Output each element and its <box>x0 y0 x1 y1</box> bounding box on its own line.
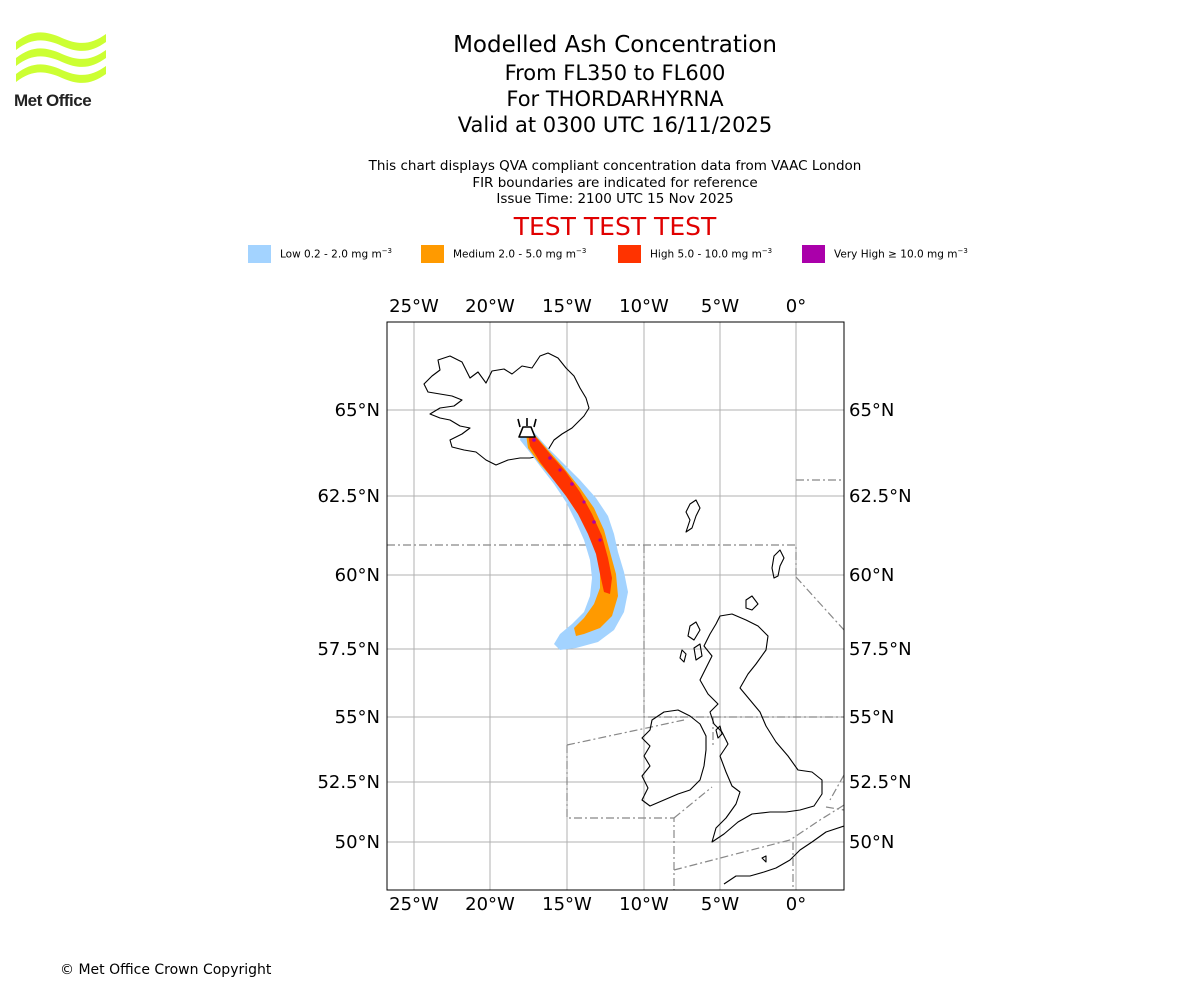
coastline-faroes <box>685 499 701 533</box>
legend-item-high: High 5.0 - 10.0 mg m−3 <box>618 244 772 264</box>
legend-label-medium: Medium 2.0 - 5.0 mg m−3 <box>453 247 587 261</box>
legend-swatch-very-high <box>802 245 825 263</box>
legend-swatch-low <box>248 245 271 263</box>
legend-label-high: High 5.0 - 10.0 mg m−3 <box>650 247 773 261</box>
coastlines <box>423 352 844 885</box>
lon-label-bottom: 5°W <box>701 894 739 915</box>
lat-label-right: 50°N <box>849 832 894 853</box>
lat-label-right: 62.5°N <box>849 486 912 507</box>
lon-label-bottom: 15°W <box>542 894 592 915</box>
map-gridlines <box>387 322 844 890</box>
lon-label-top: 0° <box>786 296 806 317</box>
lat-label-left: 62.5°N <box>317 486 380 507</box>
title-line-3: For THORDARHYRNA <box>506 87 724 111</box>
coastline-orkney <box>745 595 759 611</box>
title-line-2: From FL350 to FL600 <box>504 61 726 85</box>
lat-label-right: 57.5°N <box>849 639 912 660</box>
copyright-notice: © Met Office Crown Copyright <box>60 962 272 978</box>
coastline-great-britain <box>699 613 823 843</box>
legend-item-medium: Medium 2.0 - 5.0 mg m−3 <box>421 244 586 264</box>
test-banner: TEST TEST TEST <box>513 212 717 241</box>
lat-label-right: 65°N <box>849 400 894 421</box>
map-frame <box>386 321 845 891</box>
plume-very-high <box>532 438 602 542</box>
plume-high <box>528 434 612 594</box>
subtitle-line-2: FIR boundaries are indicated for referen… <box>472 174 758 191</box>
lat-label-right: 60°N <box>849 565 894 586</box>
ash-plume <box>520 430 628 650</box>
lat-labels-left: 65°N 62.5°N 60°N 57.5°N 55°N 52.5°N 50°N <box>317 400 380 853</box>
chart-title: Modelled Ash Concentration From FL350 to… <box>0 30 1200 138</box>
lon-label-top: 15°W <box>542 296 592 317</box>
lat-label-right: 55°N <box>849 707 894 728</box>
lon-label-bottom: 20°W <box>465 894 515 915</box>
lat-label-right: 52.5°N <box>849 772 912 793</box>
lon-label-top: 5°W <box>701 296 739 317</box>
lat-label-left: 50°N <box>335 832 380 853</box>
lon-label-top: 10°W <box>619 296 669 317</box>
lon-label-top: 25°W <box>389 296 439 317</box>
lon-labels-bottom: 25°W 20°W 15°W 10°W 5°W 0° <box>389 894 806 915</box>
lat-label-left: 52.5°N <box>317 772 380 793</box>
legend-swatch-medium <box>421 245 444 263</box>
title-line-4: Valid at 0300 UTC 16/11/2025 <box>457 113 773 137</box>
lat-label-left: 60°N <box>335 565 380 586</box>
met-office-logo-text: Met Office <box>14 91 92 110</box>
coastline-hebrides <box>687 621 701 641</box>
legend: Low 0.2 - 2.0 mg m−3 Medium 2.0 - 5.0 mg… <box>0 244 1200 264</box>
coastline-shetland <box>771 549 785 579</box>
coastline-iceland <box>423 352 590 466</box>
fir-boundaries <box>387 479 844 890</box>
lat-label-left: 55°N <box>335 707 380 728</box>
lon-label-bottom: 10°W <box>619 894 669 915</box>
subtitle-line-3: Issue Time: 2100 UTC 15 Nov 2025 <box>496 191 734 207</box>
lon-labels-top: 25°W 20°W 15°W 10°W 5°W 0° <box>389 296 806 317</box>
legend-label-very-high: Very High ≥ 10.0 mg m−3 <box>834 247 968 261</box>
title-line-1: Modelled Ash Concentration <box>453 32 777 58</box>
lat-label-left: 65°N <box>335 400 380 421</box>
legend-swatch-high <box>618 245 641 263</box>
volcano-icon <box>517 418 537 438</box>
legend-label-low: Low 0.2 - 2.0 mg m−3 <box>280 247 393 261</box>
legend-item-low: Low 0.2 - 2.0 mg m−3 <box>248 244 392 264</box>
coastline-ireland <box>641 709 707 807</box>
lon-label-top: 20°W <box>465 296 515 317</box>
plume-low <box>520 430 628 650</box>
chart-subtitle: This chart displays QVA compliant concen… <box>0 158 1200 208</box>
lat-label-left: 57.5°N <box>317 639 380 660</box>
lon-label-bottom: 25°W <box>389 894 439 915</box>
coastline-france <box>723 825 844 885</box>
met-office-logo-icon <box>16 32 106 83</box>
subtitle-line-1: This chart displays QVA compliant concen… <box>368 158 862 174</box>
legend-item-very-high: Very High ≥ 10.0 mg m−3 <box>802 244 968 264</box>
lat-labels-right: 65°N 62.5°N 60°N 57.5°N 55°N 52.5°N 50°N <box>849 400 912 853</box>
lon-label-bottom: 0° <box>786 894 806 915</box>
